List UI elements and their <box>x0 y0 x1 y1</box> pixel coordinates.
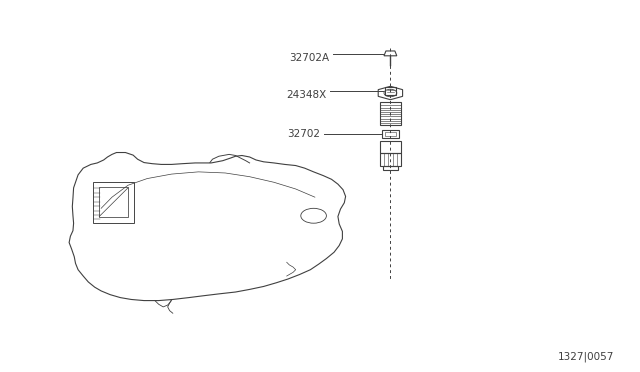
Bar <box>383 166 398 170</box>
Text: 32702: 32702 <box>287 129 320 139</box>
Bar <box>380 102 401 125</box>
Bar <box>93 182 134 223</box>
Text: 24348X: 24348X <box>286 90 326 100</box>
Bar <box>382 130 399 138</box>
Text: 32702A: 32702A <box>289 53 330 62</box>
Bar <box>380 153 401 166</box>
Bar <box>99 187 128 217</box>
Bar <box>385 132 396 136</box>
Bar <box>380 141 401 153</box>
Bar <box>385 87 396 95</box>
Text: 1327|0057: 1327|0057 <box>558 352 614 362</box>
